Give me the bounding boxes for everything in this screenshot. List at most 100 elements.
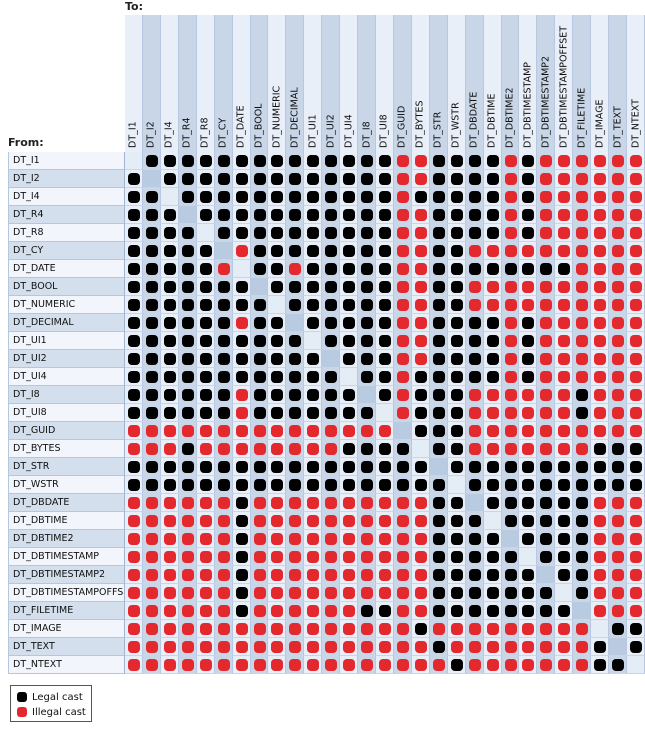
matrix-cell bbox=[322, 422, 341, 440]
matrix-cell bbox=[250, 548, 269, 566]
illegal-cast-marker bbox=[181, 425, 194, 437]
illegal-cast-marker bbox=[199, 623, 212, 635]
matrix-cell bbox=[573, 368, 592, 386]
matrix-cell bbox=[573, 476, 592, 494]
matrix-cell bbox=[447, 548, 466, 566]
matrix-cell bbox=[142, 170, 161, 188]
column-header: DT_TEXT bbox=[609, 15, 628, 152]
matrix-cell bbox=[178, 422, 197, 440]
matrix-cell bbox=[483, 152, 502, 170]
illegal-cast-marker bbox=[414, 245, 427, 257]
matrix-cell bbox=[304, 584, 323, 602]
legal-cast-marker bbox=[235, 569, 248, 581]
matrix-cell bbox=[358, 206, 377, 224]
legal-cast-marker bbox=[343, 353, 356, 365]
illegal-cast-marker bbox=[504, 407, 517, 419]
illegal-cast-marker bbox=[343, 497, 356, 509]
illegal-cast-marker bbox=[289, 659, 302, 671]
legal-cast-marker bbox=[468, 263, 481, 275]
legal-cast-marker bbox=[271, 281, 284, 293]
matrix-cell bbox=[358, 602, 377, 620]
illegal-cast-marker bbox=[163, 569, 176, 581]
matrix-cell bbox=[501, 566, 520, 584]
matrix-cell bbox=[501, 188, 520, 206]
legal-cast-marker bbox=[432, 173, 445, 185]
illegal-cast-marker bbox=[414, 281, 427, 293]
matrix-cell bbox=[429, 260, 448, 278]
matrix-cell bbox=[304, 404, 323, 422]
matrix-cell bbox=[537, 566, 556, 584]
legal-cast-marker bbox=[235, 299, 248, 311]
matrix-cell bbox=[322, 494, 341, 512]
matrix-cell bbox=[555, 152, 574, 170]
illegal-cast-marker bbox=[450, 641, 463, 653]
row-label: DT_DATE bbox=[8, 260, 125, 278]
matrix-cell bbox=[214, 260, 233, 278]
legal-cast-marker bbox=[128, 389, 140, 401]
illegal-cast-marker bbox=[630, 335, 643, 347]
matrix-cell bbox=[591, 188, 610, 206]
illegal-cast-marker bbox=[486, 641, 499, 653]
legal-cast-marker bbox=[217, 479, 230, 491]
matrix-cell bbox=[483, 278, 502, 296]
column-header-label: DT_I2 bbox=[145, 121, 157, 148]
matrix-cell bbox=[178, 458, 197, 476]
matrix-cell bbox=[573, 206, 592, 224]
illegal-cast-marker bbox=[576, 371, 589, 383]
matrix-cell bbox=[393, 566, 412, 584]
illegal-cast-marker bbox=[289, 533, 302, 545]
matrix-cell bbox=[268, 638, 287, 656]
matrix-cell bbox=[393, 638, 412, 656]
matrix-cell bbox=[160, 296, 179, 314]
matrix-cell bbox=[142, 152, 161, 170]
legal-cast-marker bbox=[343, 227, 356, 239]
illegal-cast-marker bbox=[128, 641, 140, 653]
legal-cast-marker bbox=[576, 587, 589, 599]
matrix-cell bbox=[591, 602, 610, 620]
illegal-cast-marker bbox=[504, 173, 517, 185]
legal-cast-marker bbox=[522, 155, 535, 167]
matrix-cell bbox=[268, 152, 287, 170]
matrix-cell bbox=[429, 368, 448, 386]
matrix-cell bbox=[250, 530, 269, 548]
legal-cast-marker bbox=[128, 479, 140, 491]
matrix-cell bbox=[483, 422, 502, 440]
legal-cast-marker bbox=[289, 191, 302, 203]
matrix-cell bbox=[465, 530, 484, 548]
matrix-cell bbox=[376, 332, 394, 350]
column-header: DT_DBDATE bbox=[465, 15, 484, 152]
legal-cast-marker bbox=[199, 155, 212, 167]
matrix-cell bbox=[304, 296, 323, 314]
legal-cast-marker bbox=[540, 515, 553, 527]
legal-cast-marker bbox=[414, 461, 427, 473]
legal-cast-marker bbox=[361, 227, 374, 239]
legal-cast-marker bbox=[128, 461, 140, 473]
matrix-cell bbox=[304, 548, 323, 566]
matrix-cell bbox=[411, 332, 430, 350]
illegal-cast-marker bbox=[468, 299, 481, 311]
legal-cast-marker bbox=[576, 497, 589, 509]
legal-cast-marker bbox=[199, 335, 212, 347]
matrix-cell bbox=[196, 314, 215, 332]
illegal-cast-marker bbox=[343, 551, 356, 563]
legal-cast-marker bbox=[343, 245, 356, 257]
matrix-cell bbox=[250, 422, 269, 440]
column-header-label: DT_UI1 bbox=[307, 114, 319, 148]
illegal-cast-marker bbox=[289, 497, 302, 509]
legal-cast-marker bbox=[468, 551, 481, 563]
matrix-cell bbox=[483, 350, 502, 368]
matrix-cell bbox=[537, 224, 556, 242]
illegal-cast-marker bbox=[181, 551, 194, 563]
illegal-cast-marker bbox=[199, 443, 212, 455]
illegal-cast-marker bbox=[612, 245, 625, 257]
column-header: DT_DBTIME2 bbox=[501, 15, 520, 152]
matrix-cell bbox=[393, 602, 412, 620]
legal-cast-marker bbox=[145, 191, 158, 203]
matrix-cell bbox=[393, 404, 412, 422]
matrix-cell bbox=[537, 584, 556, 602]
matrix-cell bbox=[160, 368, 179, 386]
legal-cast-marker bbox=[361, 443, 374, 455]
legal-cast-marker bbox=[289, 281, 302, 293]
matrix-cell bbox=[573, 512, 592, 530]
legal-cast-marker bbox=[307, 227, 320, 239]
